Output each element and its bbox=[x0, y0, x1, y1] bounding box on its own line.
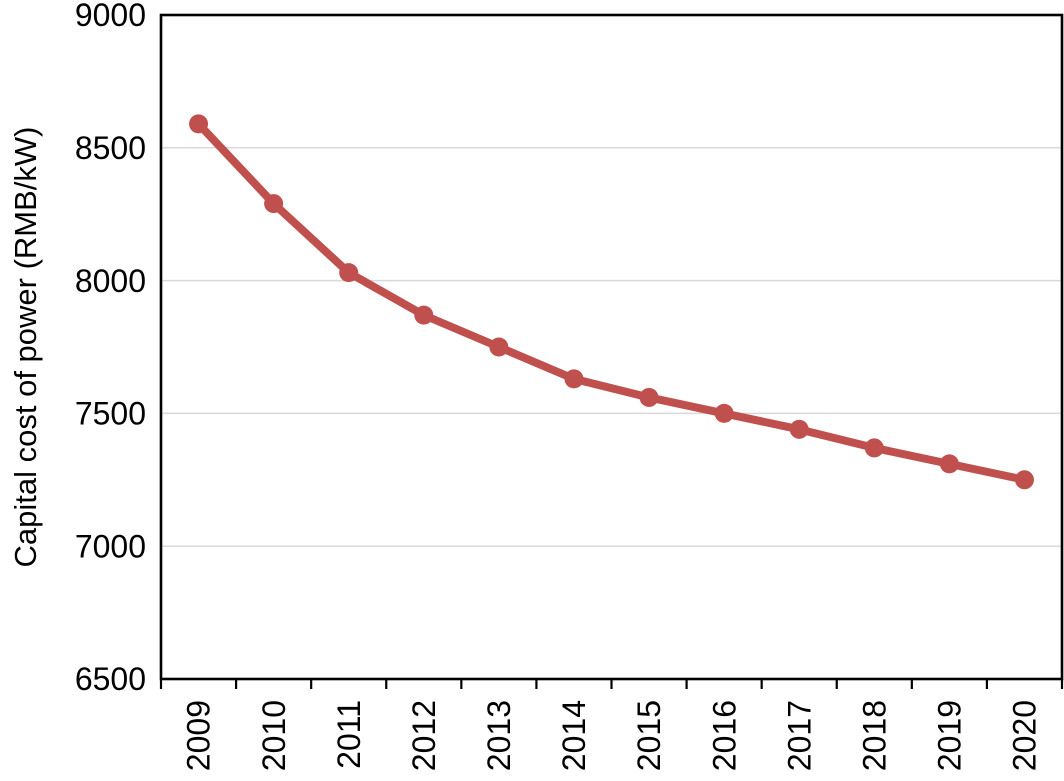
x-tick-label: 2020 bbox=[1007, 700, 1043, 771]
x-tick-label: 2014 bbox=[556, 700, 592, 771]
x-tick-label: 2018 bbox=[856, 700, 892, 771]
data-point bbox=[264, 194, 284, 214]
x-tick-label: 2016 bbox=[706, 700, 742, 771]
x-tick-label: 2010 bbox=[256, 700, 292, 771]
data-point bbox=[639, 387, 659, 407]
data-point bbox=[714, 403, 734, 423]
data-point bbox=[789, 419, 809, 439]
x-tick-label: 2013 bbox=[481, 700, 517, 771]
data-point bbox=[939, 454, 959, 474]
series-line bbox=[194, 119, 1029, 484]
x-tick-label: 2017 bbox=[781, 700, 817, 771]
x-tick-label: 2015 bbox=[631, 700, 667, 771]
x-tick-label: 2009 bbox=[181, 700, 217, 771]
x-tick-label: 2011 bbox=[331, 700, 367, 769]
x-tick-label: 2019 bbox=[932, 700, 968, 771]
data-point bbox=[489, 337, 509, 357]
data-point bbox=[414, 305, 434, 325]
data-point bbox=[339, 263, 359, 283]
x-tick-label: 2012 bbox=[406, 700, 442, 771]
y-tick-label: 6500 bbox=[75, 661, 146, 697]
data-point bbox=[864, 438, 884, 458]
y-tick-label: 7000 bbox=[75, 528, 146, 564]
data-point bbox=[1014, 470, 1034, 490]
data-point bbox=[189, 114, 209, 134]
plot-border bbox=[159, 13, 1064, 681]
y-tick-label: 7500 bbox=[75, 396, 146, 432]
y-tick-label: 8500 bbox=[75, 130, 146, 166]
data-point bbox=[564, 369, 584, 389]
y-tick-label: 9000 bbox=[75, 0, 146, 33]
y-tick-label: 8000 bbox=[75, 263, 146, 299]
